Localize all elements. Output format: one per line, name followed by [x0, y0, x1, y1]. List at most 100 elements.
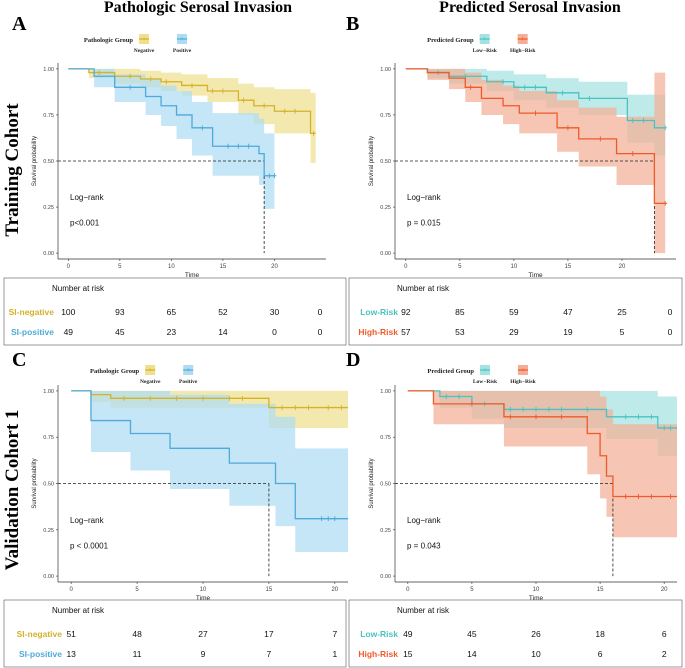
x-tick-label: 5: [470, 587, 474, 593]
censor-mark: [293, 108, 298, 114]
x-axis-label: Time: [529, 595, 544, 602]
logrank-label: Log−rank: [407, 193, 442, 202]
risk-count: 14: [218, 327, 228, 337]
risk-count: 7: [267, 649, 272, 659]
censor-mark: [649, 414, 654, 420]
legend-label: Negative: [140, 379, 161, 385]
legend-label: Negative: [134, 48, 155, 54]
survival-curve: [407, 390, 677, 498]
risk-count: 27: [198, 629, 208, 639]
legend-title: Pathologic Group: [90, 368, 140, 375]
risk-count: 0: [272, 327, 277, 337]
risk-row-label: SI-positive: [11, 327, 54, 337]
legend-title: Predicted Group: [427, 368, 474, 375]
censor-mark: [339, 405, 344, 411]
censor-mark: [663, 125, 668, 131]
risk-row-label: High-Risk: [358, 327, 398, 337]
censor-mark: [663, 200, 668, 206]
confidence-band: [407, 390, 677, 538]
survival-curve: [405, 68, 666, 205]
censor-mark: [174, 395, 179, 401]
risk-row-label: Low-Risk: [360, 629, 398, 639]
y-tick-label: 0.00: [43, 251, 54, 257]
logrank-label: Log−rank: [70, 516, 105, 525]
censor-mark: [220, 88, 225, 94]
censor-mark: [559, 414, 564, 420]
censor-mark: [227, 395, 232, 401]
risk-count: 2: [662, 649, 667, 659]
risk-count: 47: [563, 307, 573, 317]
confidence-band: [405, 68, 666, 254]
censor-mark: [508, 406, 513, 412]
x-tick-label: 0: [70, 587, 74, 593]
p-value: p = 0.015: [407, 219, 441, 228]
censor-mark: [662, 425, 667, 431]
x-tick-label: 15: [597, 587, 604, 593]
risk-table-frame: [348, 599, 683, 668]
legend-censor-mark: +: [142, 36, 146, 43]
censor-mark: [546, 406, 551, 412]
risk-table-title: Number at risk: [52, 284, 105, 293]
panel-letter: C: [12, 349, 26, 371]
x-tick-label: 0: [406, 587, 410, 593]
censor-mark: [128, 84, 133, 90]
censor-mark: [469, 401, 474, 407]
censor-mark: [468, 84, 473, 90]
censor-mark: [246, 143, 251, 149]
censor-mark: [649, 493, 654, 499]
censor-mark: [326, 516, 331, 522]
censor-mark: [668, 425, 673, 431]
risk-count: 93: [115, 307, 125, 317]
x-tick-label: 10: [533, 587, 540, 593]
risk-count: 92: [401, 307, 411, 317]
censor-mark: [501, 79, 506, 85]
censor-mark: [668, 493, 673, 499]
y-tick-label: 0.75: [380, 435, 391, 441]
panel-a: A Pathologic Group + Negative + Positive 0.00 0…: [3, 13, 347, 346]
censor-mark: [190, 82, 194, 88]
risk-count: 19: [563, 327, 573, 337]
risk-row-label: Low-Risk: [360, 307, 398, 317]
risk-count: 0: [668, 307, 673, 317]
censor-mark: [236, 143, 241, 149]
x-tick-label: 20: [619, 264, 626, 270]
risk-count: 18: [595, 629, 605, 639]
risk-count: 17: [264, 629, 274, 639]
y-tick-label: 0.00: [380, 251, 391, 257]
risk-count: 59: [509, 307, 519, 317]
risk-row-label: High-Risk: [358, 649, 398, 659]
censor-mark: [293, 405, 298, 411]
legend-label: High−Risk: [510, 379, 536, 385]
panel-c: C Pathologic Group + Negative + Positive 0.00 0…: [3, 349, 348, 668]
x-axis-label: Time: [528, 272, 543, 279]
legend-censor-mark: +: [180, 36, 184, 43]
risk-count: 1: [332, 649, 337, 659]
risk-count: 7: [332, 629, 337, 639]
censor-mark: [630, 151, 635, 157]
risk-count: 53: [455, 327, 465, 337]
legend: Predicted Group + Low−Risk + High−Risk: [427, 365, 537, 385]
censor-mark: [240, 395, 245, 401]
censor-mark: [636, 414, 641, 420]
censor-mark: [521, 406, 526, 412]
x-tick-label: 15: [565, 264, 572, 270]
x-tick-label: 20: [661, 587, 668, 593]
censor-mark: [522, 84, 527, 90]
legend-title: Pathologic Group: [84, 37, 134, 44]
x-tick-label: 0: [404, 264, 408, 270]
risk-table-frame: [348, 277, 683, 346]
censor-mark: [332, 516, 337, 522]
risk-count: 14: [467, 649, 477, 659]
risk-count: 0: [318, 327, 323, 337]
legend-label: High−Risk: [510, 48, 536, 54]
risk-table-title: Number at risk: [397, 284, 450, 293]
legend-censor-mark: +: [521, 367, 525, 374]
censor-mark: [534, 414, 538, 420]
censor-mark: [97, 70, 102, 76]
y-axis-label: Survival probability: [32, 458, 38, 508]
censor-mark: [598, 136, 603, 142]
legend: Pathologic Group + Negative + Positive: [84, 34, 192, 54]
x-tick-label: 15: [266, 587, 273, 593]
x-tick-label: 20: [271, 264, 278, 270]
